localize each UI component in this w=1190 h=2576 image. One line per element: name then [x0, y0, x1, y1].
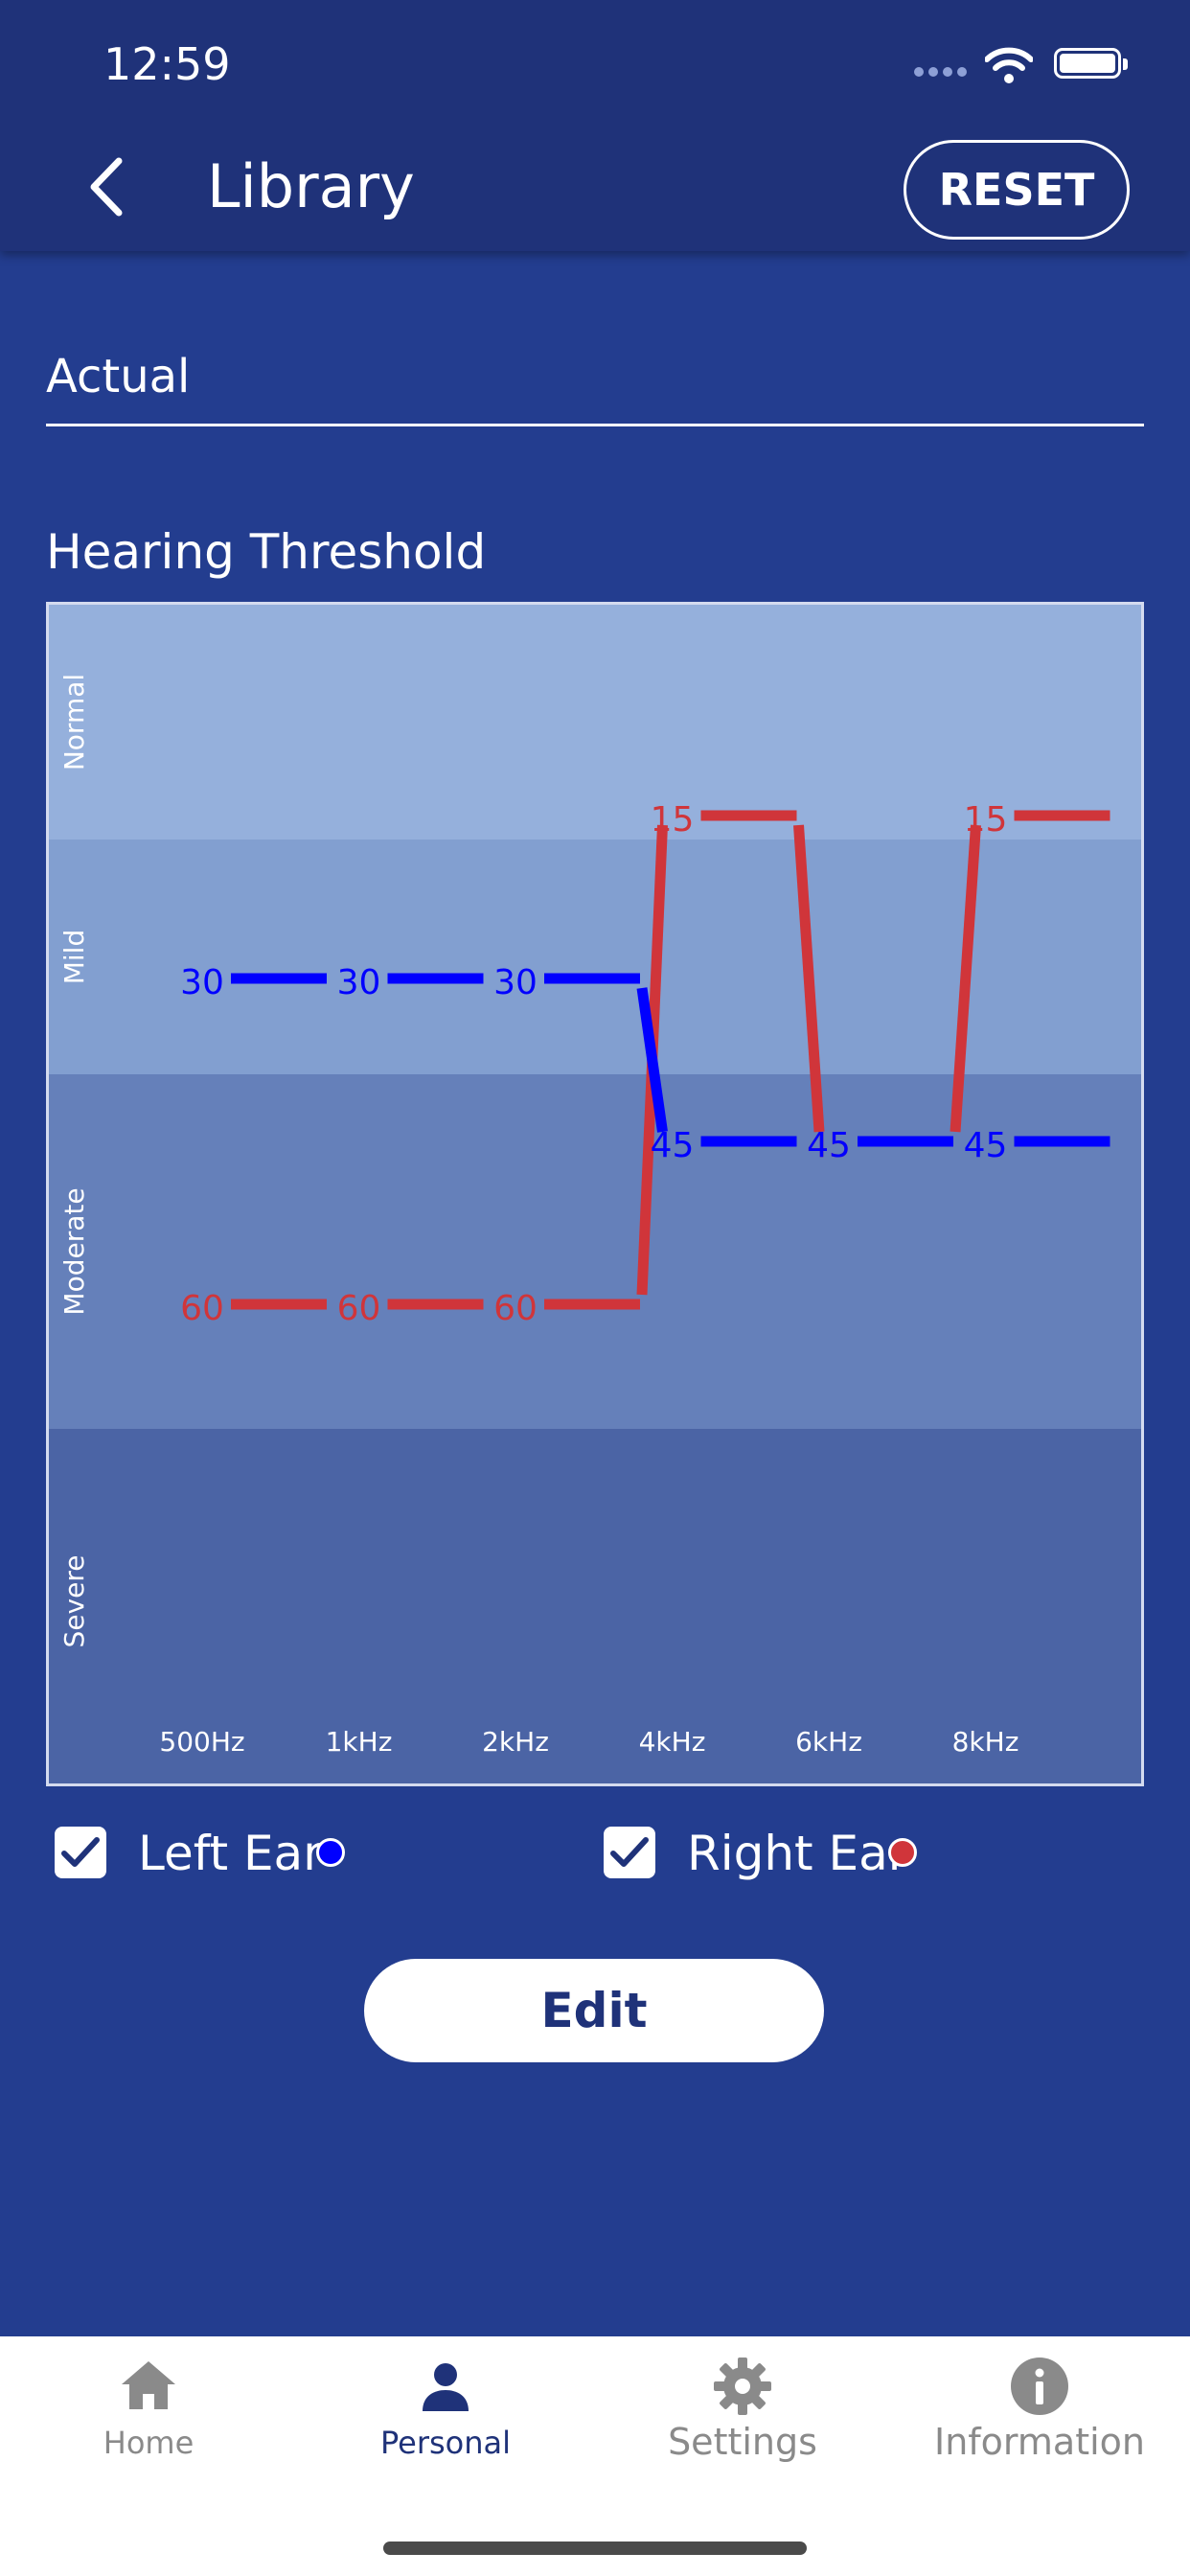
tab-home-label: Home — [103, 2425, 195, 2461]
right-ear-value-label: 60 — [337, 1289, 381, 1328]
band-normal — [49, 605, 1141, 840]
profile-name-field[interactable]: Actual — [46, 350, 191, 403]
left-ear-value-label: 30 — [180, 963, 224, 1002]
x-tick-label: 4kHz — [639, 1726, 706, 1758]
right-ear-label: Right Ear — [687, 1826, 908, 1881]
cellular-signal-icon — [914, 67, 968, 80]
x-tick-label: 2kHz — [482, 1726, 549, 1758]
home-icon — [122, 2361, 175, 2409]
navigation-bar: 12:59 Library RESET — [0, 0, 1190, 251]
section-title: Hearing Threshold — [46, 524, 487, 580]
left-ear-value-label: 45 — [807, 1126, 851, 1165]
battery-icon — [1054, 48, 1128, 79]
tab-personal-label: Personal — [379, 2425, 512, 2461]
band-moderate — [49, 1074, 1141, 1429]
back-button[interactable] — [77, 153, 144, 220]
wifi-icon — [985, 47, 1033, 83]
left-ear-label: Left Ear — [138, 1826, 323, 1881]
page-title: Library — [207, 151, 415, 221]
x-tick-label: 6kHz — [795, 1726, 862, 1758]
hearing-threshold-chart: Normal Mild Moderate Severe 60 60 60 15 45 15 30 30… — [46, 602, 1144, 1786]
home-indicator — [383, 2542, 807, 2555]
gear-icon — [714, 2358, 771, 2415]
right-ear-value-label: 60 — [180, 1289, 224, 1328]
x-tick-label: 1kHz — [326, 1726, 393, 1758]
tab-information-label: Information — [934, 2421, 1145, 2463]
info-icon — [1011, 2358, 1068, 2415]
band-label: Normal — [58, 674, 90, 770]
edit-button[interactable]: Edit — [364, 1959, 824, 2062]
tab-personal[interactable]: Personal — [297, 2356, 594, 2499]
right-ear-value-label: 45 — [807, 1126, 851, 1165]
left-ear-value-label: 45 — [964, 1126, 1008, 1165]
band-label: Moderate — [58, 1187, 90, 1315]
tab-home[interactable]: Home — [0, 2356, 297, 2499]
chevron-left-icon — [90, 157, 123, 217]
field-underline — [46, 424, 1144, 426]
right-ear-value-label: 60 — [493, 1289, 538, 1328]
band-label: Mild — [58, 930, 90, 985]
person-icon — [423, 2363, 469, 2411]
tab-information[interactable]: Information — [891, 2356, 1188, 2499]
status-time: 12:59 — [103, 38, 231, 90]
left-ear-value-label: 30 — [493, 963, 538, 1002]
x-tick-label: 8kHz — [952, 1726, 1019, 1758]
right-ear-color-dot — [888, 1838, 917, 1867]
reset-button[interactable]: RESET — [904, 140, 1130, 240]
right-ear-value-label: 15 — [964, 800, 1008, 840]
left-ear-value-label: 30 — [337, 963, 381, 1002]
checkmark-icon — [610, 1837, 649, 1867]
x-tick-label: 500Hz — [159, 1726, 244, 1758]
tab-settings-label: Settings — [668, 2421, 817, 2463]
left-ear-color-dot — [316, 1838, 345, 1867]
right-ear-segment — [793, 824, 825, 1133]
right-ear-segment — [950, 824, 981, 1133]
band-label: Severe — [58, 1555, 90, 1648]
audiogram-svg: Normal Mild Moderate Severe 60 60 60 15 45 15 30 30… — [49, 605, 1141, 1783]
left-ear-segment — [636, 987, 668, 1133]
left-ear-value-label: 45 — [651, 1126, 695, 1165]
right-ear-value-label: 15 — [651, 800, 695, 840]
band-severe — [49, 1429, 1141, 1783]
left-ear-checkbox[interactable] — [55, 1827, 106, 1878]
tab-bar: Home Personal Settings — [0, 2336, 1190, 2576]
tab-settings[interactable]: Settings — [594, 2356, 891, 2499]
right-ear-checkbox[interactable] — [604, 1827, 655, 1878]
checkmark-icon — [61, 1837, 100, 1867]
